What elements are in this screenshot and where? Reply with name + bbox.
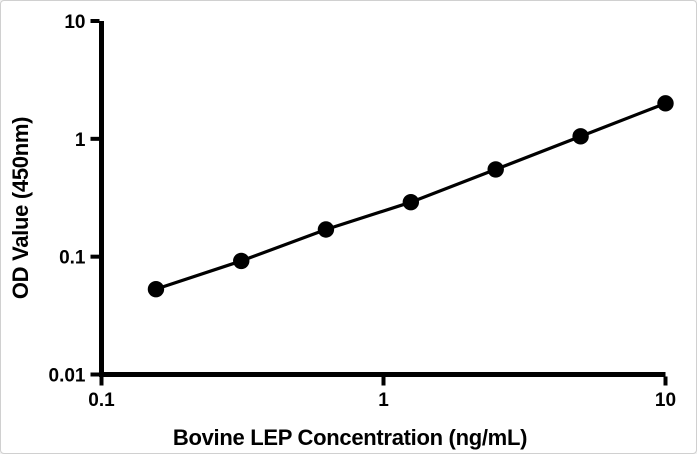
axis-spine: [99, 21, 666, 377]
y-axis-title: OD Value (450nm): [8, 117, 33, 299]
x-tick-label: 0.1: [88, 390, 115, 411]
data-point: [487, 161, 504, 178]
x-axis-title: Bovine LEP Concentration (ng/mL): [173, 425, 527, 450]
x-tick-label: 1: [378, 390, 389, 411]
y-tick-label: 10: [64, 12, 85, 33]
data-point: [402, 193, 420, 211]
data-point: [233, 252, 250, 270]
data-point: [572, 128, 589, 145]
data-point: [317, 221, 335, 238]
y-tick-label: 1: [75, 130, 86, 151]
data-point: [147, 280, 165, 298]
y-tick-label: 0.01: [49, 366, 86, 387]
y-tick-label: 0.1: [59, 248, 86, 269]
x-tick-label: 10: [655, 390, 676, 411]
data-point: [657, 95, 674, 112]
